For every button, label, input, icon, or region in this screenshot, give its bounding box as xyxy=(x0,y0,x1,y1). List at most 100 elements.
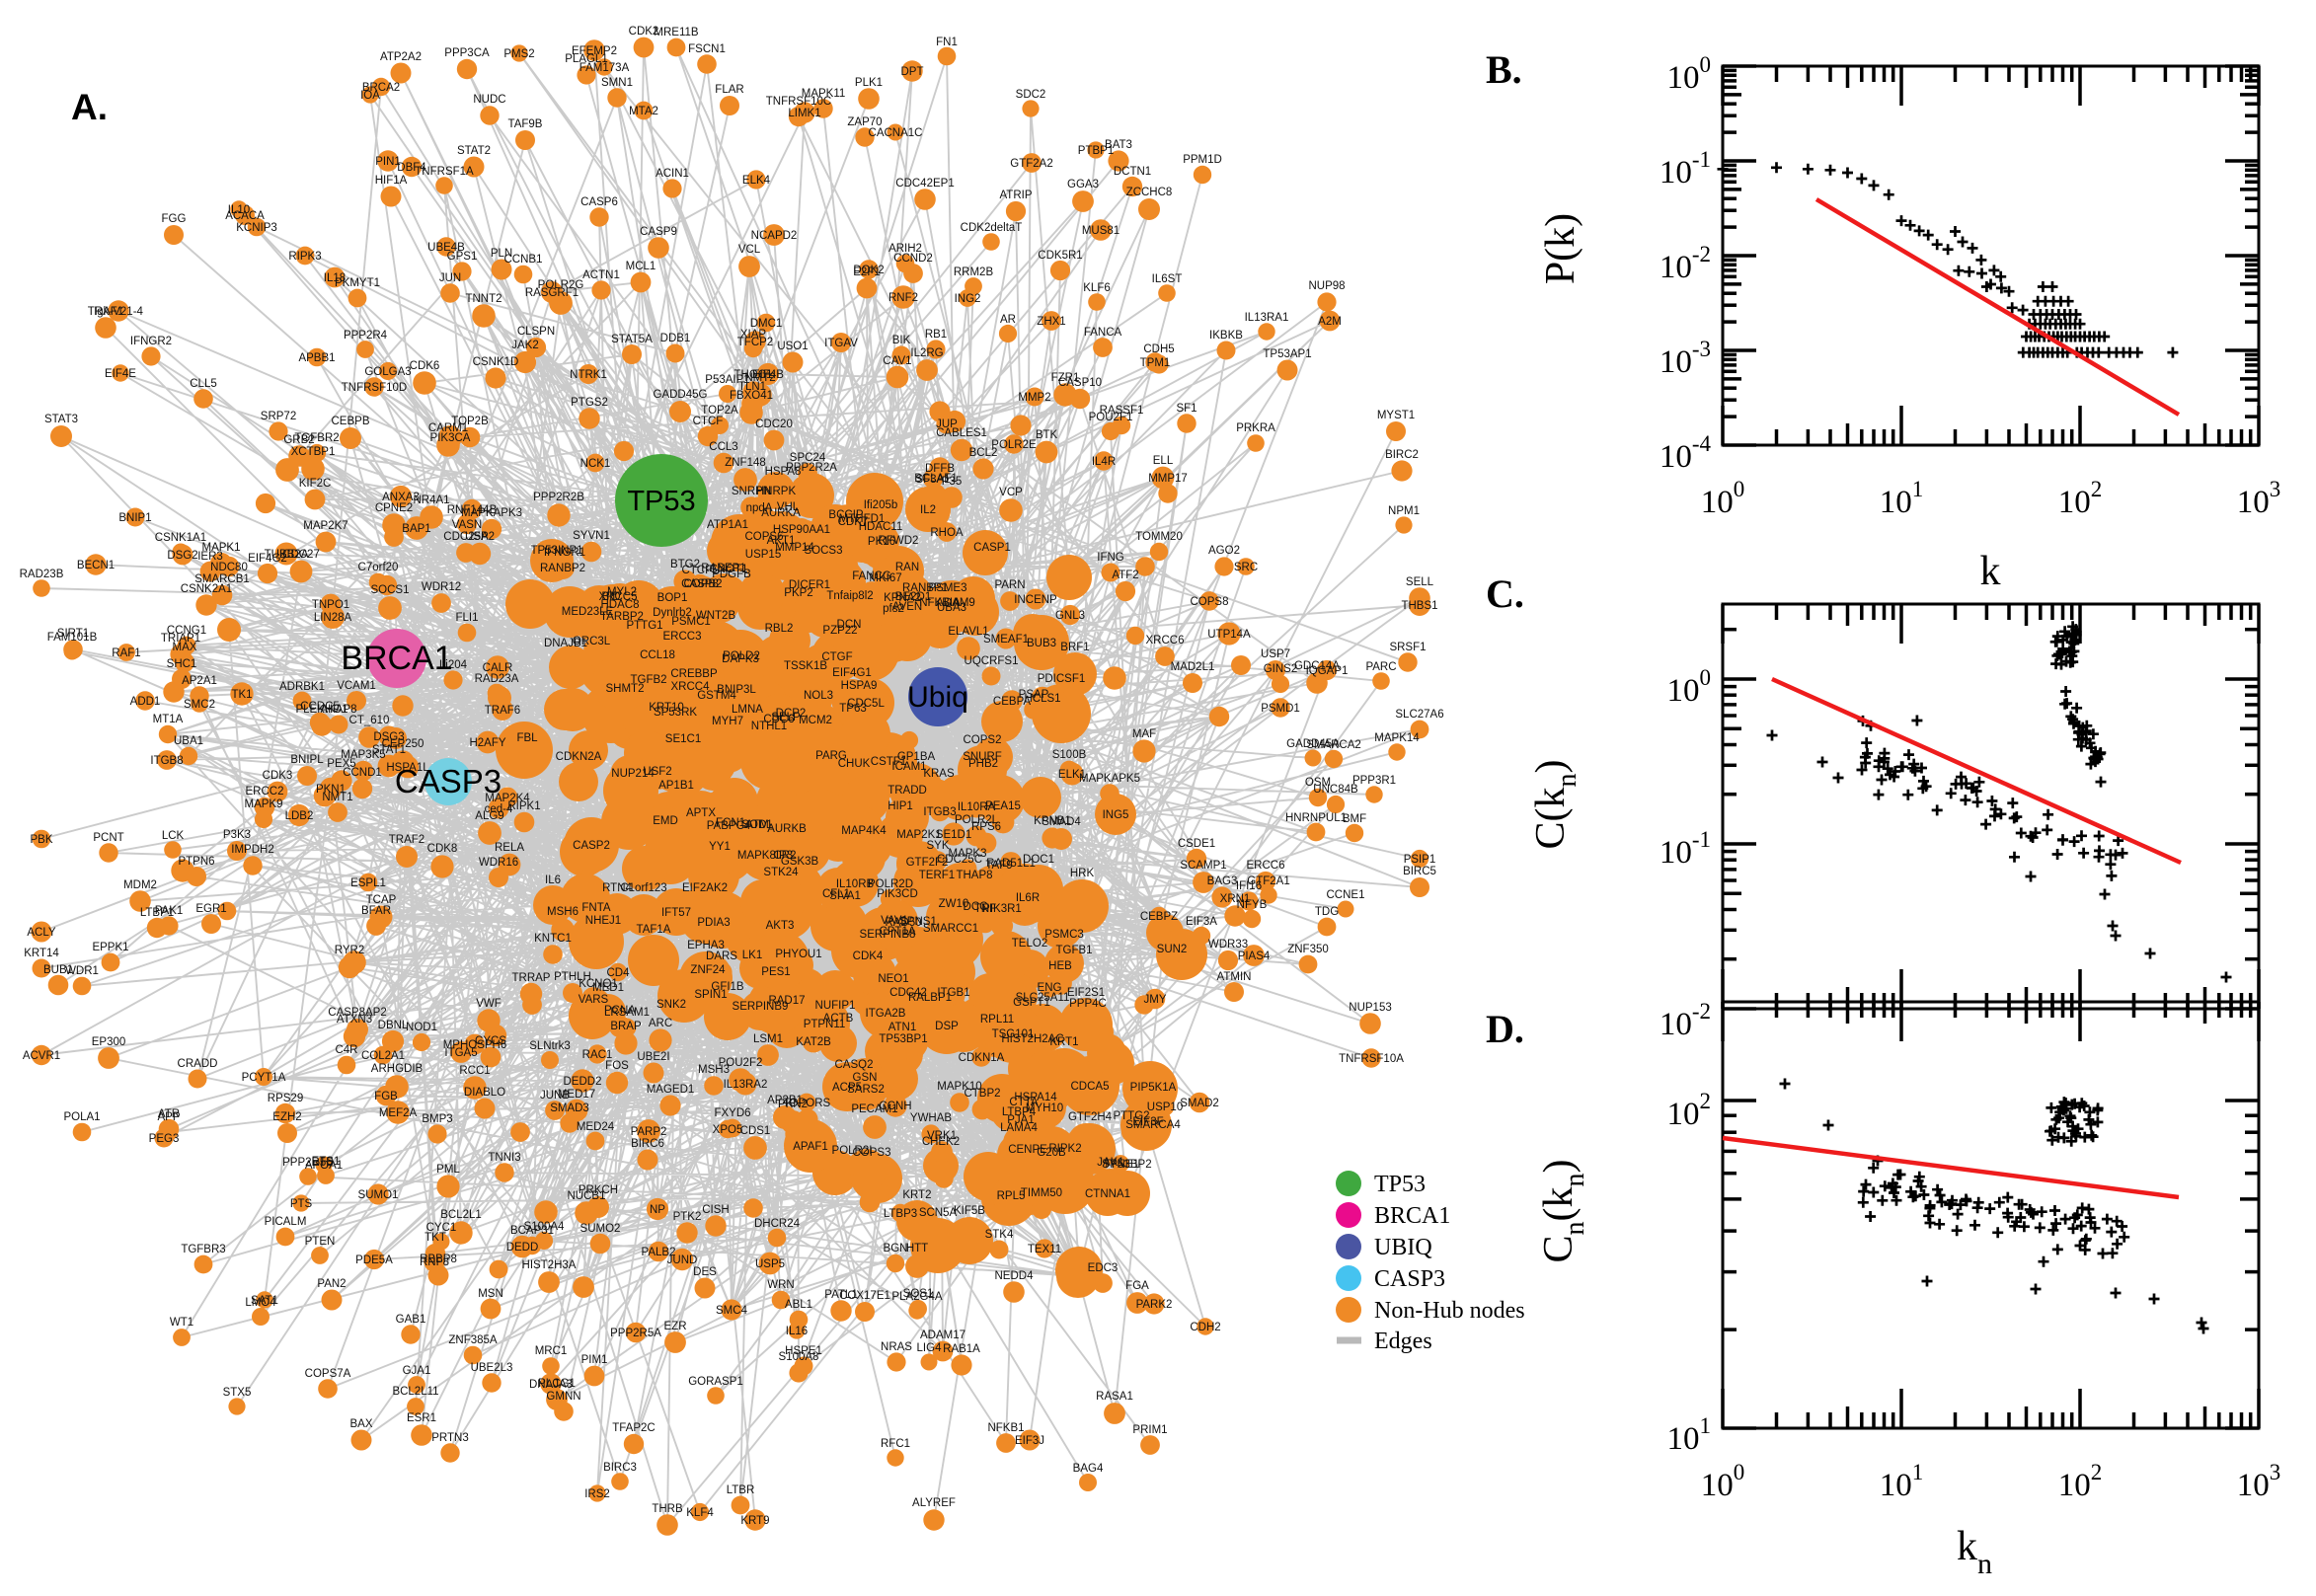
svg-text:BE2D1: BE2D1 xyxy=(895,591,931,603)
svg-text:RASGRF1: RASGRF1 xyxy=(525,287,579,299)
svg-text:PPM1D: PPM1D xyxy=(1183,154,1222,166)
svg-text:CABLES1: CABLES1 xyxy=(936,427,987,439)
svg-text:DEDD: DEDD xyxy=(506,1242,539,1254)
svg-text:pfs2: pfs2 xyxy=(883,603,904,615)
svg-text:GJA1: GJA1 xyxy=(403,1365,431,1377)
svg-text:RASSF1: RASSF1 xyxy=(1100,405,1144,417)
svg-text:HSPA1L: HSPA1L xyxy=(386,762,429,774)
svg-text:KAT2B: KAT2B xyxy=(796,1036,831,1048)
svg-text:BUB3: BUB3 xyxy=(1027,638,1056,649)
svg-text:LSM1: LSM1 xyxy=(753,1033,783,1045)
svg-text:PARN: PARN xyxy=(994,579,1025,591)
svg-text:TSSK1B: TSSK1B xyxy=(784,660,827,672)
svg-text:10-4: 10-4 xyxy=(1660,431,1712,475)
svg-text:MRC1: MRC1 xyxy=(535,1345,568,1357)
svg-text:MTHFD1: MTHFD1 xyxy=(839,513,886,525)
svg-text:SERPINB9: SERPINB9 xyxy=(733,1001,789,1013)
svg-text:GSK3B: GSK3B xyxy=(781,856,819,868)
svg-text:TRADD: TRADD xyxy=(888,785,927,797)
svg-text:CT_610: CT_610 xyxy=(349,715,390,726)
svg-text:HIST2H3A: HIST2H3A xyxy=(522,1259,577,1271)
svg-text:MED1: MED1 xyxy=(592,982,624,994)
svg-text:ABL1: ABL1 xyxy=(785,1299,812,1311)
svg-text:EPHA3: EPHA3 xyxy=(687,940,725,951)
svg-text:NFKB1: NFKB1 xyxy=(987,1422,1024,1434)
svg-text:FGG: FGG xyxy=(162,213,187,225)
svg-text:ACTN1: ACTN1 xyxy=(582,269,620,281)
svg-text:RNF8: RNF8 xyxy=(420,1256,449,1268)
svg-text:GTF2A1: GTF2A1 xyxy=(1247,875,1289,887)
svg-text:IRS2: IRS2 xyxy=(584,1488,610,1500)
svg-text:NUP214: NUP214 xyxy=(611,768,655,780)
svg-text:YY1: YY1 xyxy=(709,841,731,853)
svg-text:MMP2: MMP2 xyxy=(1018,392,1050,404)
svg-text:BIRC2: BIRC2 xyxy=(1385,449,1419,461)
svg-text:MAF: MAF xyxy=(1132,728,1156,740)
svg-text:AKT3: AKT3 xyxy=(766,920,795,932)
svg-text:PSAP: PSAP xyxy=(1019,689,1049,701)
svg-text:PCNT: PCNT xyxy=(93,832,123,844)
svg-text:PKN2: PKN2 xyxy=(778,1099,808,1110)
svg-text:PJA1: PJA1 xyxy=(1007,1114,1035,1126)
svg-text:CSNK1A1: CSNK1A1 xyxy=(155,532,206,544)
svg-text:NCK1: NCK1 xyxy=(580,458,611,470)
svg-text:DDB1: DDB1 xyxy=(660,333,691,344)
svg-text:MYH10: MYH10 xyxy=(1026,1102,1063,1114)
svg-text:CTBP2: CTBP2 xyxy=(964,1088,1000,1100)
svg-text:UQCRFS1: UQCRFS1 xyxy=(965,655,1019,667)
svg-text:TAF9: TAF9 xyxy=(985,860,1012,872)
svg-text:ERCC6: ERCC6 xyxy=(1247,860,1285,872)
svg-text:GINS2: GINS2 xyxy=(1264,663,1298,675)
svg-text:JAK1: JAK1 xyxy=(1097,1157,1124,1169)
svg-text:FAM101B: FAM101B xyxy=(47,632,98,644)
svg-text:DOK2: DOK2 xyxy=(853,265,884,276)
svg-text:JUNB: JUNB xyxy=(540,1090,570,1102)
svg-text:GOLGA3: GOLGA3 xyxy=(364,366,411,378)
svg-text:KCNIP3: KCNIP3 xyxy=(236,222,277,234)
svg-text:PSMD1: PSMD1 xyxy=(1261,703,1300,715)
svg-text:ING5: ING5 xyxy=(1103,809,1129,821)
svg-text:BRCA1: BRCA1 xyxy=(341,640,452,677)
svg-text:IOA: IOA xyxy=(360,90,380,102)
svg-text:PRKRA: PRKRA xyxy=(1236,422,1275,434)
svg-text:DHCR24: DHCR24 xyxy=(754,1218,801,1230)
svg-text:ESR1: ESR1 xyxy=(407,1412,436,1424)
svg-text:RAD23A: RAD23A xyxy=(475,673,519,685)
svg-text:RIPK3: RIPK3 xyxy=(288,251,321,263)
svg-text:SMC4: SMC4 xyxy=(716,1305,748,1317)
svg-text:COPS3: COPS3 xyxy=(853,1147,891,1159)
svg-text:SYVN1: SYVN1 xyxy=(573,530,610,542)
svg-text:FLAR: FLAR xyxy=(715,84,743,96)
svg-text:SOS1: SOS1 xyxy=(903,1288,934,1300)
svg-text:LTBP4: LTBP4 xyxy=(1002,1106,1037,1118)
svg-text:PML: PML xyxy=(436,1164,460,1176)
svg-text:PMS2: PMS2 xyxy=(503,48,534,60)
svg-text:VCAM1: VCAM1 xyxy=(337,680,376,692)
svg-text:ATM: ATM xyxy=(745,819,768,831)
svg-text:DOC1: DOC1 xyxy=(1023,854,1054,866)
svg-text:UBE2I: UBE2I xyxy=(637,1051,669,1063)
svg-text:BTK: BTK xyxy=(1036,429,1058,441)
svg-text:PPP2R4: PPP2R4 xyxy=(344,330,388,342)
svg-text:PCNA: PCNA xyxy=(604,1005,636,1017)
svg-text:PTTG1: PTTG1 xyxy=(626,620,662,632)
svg-text:FLI1: FLI1 xyxy=(455,612,478,624)
svg-text:POLR2L: POLR2L xyxy=(955,814,999,826)
svg-text:ITGB8: ITGB8 xyxy=(150,755,183,767)
svg-text:TP53BP2: TP53BP2 xyxy=(1103,1159,1151,1171)
svg-text:FBXO41: FBXO41 xyxy=(730,390,773,402)
svg-text:TP53: TP53 xyxy=(1374,1172,1426,1197)
svg-text:STAT2: STAT2 xyxy=(457,145,491,157)
svg-text:ATP1A1: ATP1A1 xyxy=(707,519,748,531)
svg-text:ATN1: ATN1 xyxy=(888,1022,917,1033)
svg-text:SMARCC1: SMARCC1 xyxy=(923,923,978,935)
svg-text:PTS: PTS xyxy=(290,1198,313,1210)
svg-text:GPS1: GPS1 xyxy=(447,251,478,263)
svg-text:TGFBR2: TGFBR2 xyxy=(294,432,339,444)
svg-text:COPS7A: COPS7A xyxy=(305,1368,351,1380)
svg-text:CHEK2: CHEK2 xyxy=(922,1136,960,1148)
svg-text:AKT1: AKT1 xyxy=(767,535,796,547)
svg-text:AP2A1: AP2A1 xyxy=(182,675,217,687)
svg-text:RIPK1: RIPK1 xyxy=(507,800,540,812)
svg-text:MEF2A: MEF2A xyxy=(379,1107,418,1119)
